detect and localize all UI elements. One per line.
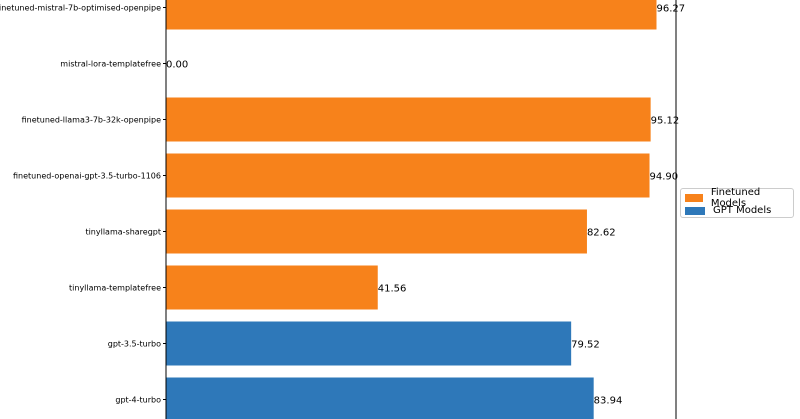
value-label: 96.27 [657,4,686,15]
category-label: mistral-lora-templatefree [60,60,161,69]
value-label: 83.94 [594,396,623,407]
category-label: gpt-3.5-turbo [108,340,161,349]
category-label: finetuned-llama3-7b-32k-openpipe [22,116,161,125]
category-label: finetuned-openai-gpt-3.5-turbo-1106 [13,172,161,181]
legend: Finetuned Models GPT Models [680,187,794,218]
value-label: 41.56 [378,284,407,295]
category-label: gpt-4-turbo [115,396,161,405]
value-label: 79.52 [571,340,600,351]
labels-group: finetuned-mistral-7b-optimised-openpipe 9… [0,4,685,407]
legend-label-finetuned: Finetuned Models [710,186,761,209]
bars-group [166,0,657,419]
bar [166,377,594,419]
category-label: tinyllama-sharegpt [85,228,161,237]
bar [166,209,587,254]
bar [166,153,650,198]
bar [166,0,657,30]
bar [166,97,651,142]
bar [166,265,378,310]
legend-swatch-finetuned [685,193,703,202]
bar [166,321,572,366]
value-label: 94.90 [650,172,679,183]
category-label: finetuned-mistral-7b-optimised-openpipe [0,4,161,13]
value-label: 82.62 [587,228,616,239]
value-label: 95.12 [651,116,680,127]
legend-item-gpt: GPT Models [685,204,789,217]
legend-label-gpt: GPT Models [713,205,772,216]
value-label: 0.00 [166,60,188,71]
category-label: tinyllama-templatefree [69,284,161,293]
legend-item-finetuned: Finetuned Models [685,187,789,209]
legend-swatch-gpt [685,206,705,215]
